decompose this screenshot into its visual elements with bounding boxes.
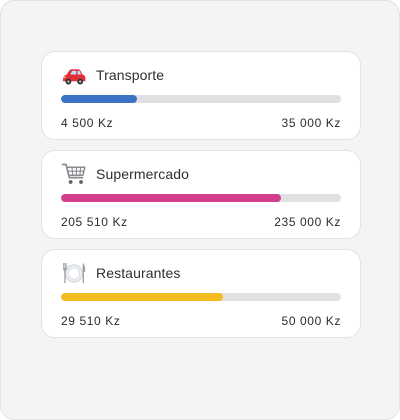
progress-track <box>61 194 341 202</box>
progress-track <box>61 293 341 301</box>
card-header: Restaurantes <box>61 260 180 286</box>
shopping-cart-icon <box>61 163 86 184</box>
spent-amount: 29 510 Kz <box>61 314 121 328</box>
budget-list: Transporte 4 500 Kz 35 000 Kz <box>41 51 361 348</box>
budget-limit: 35 000 Kz <box>281 116 341 130</box>
budget-limit: 235 000 Kz <box>274 215 341 229</box>
budget-limit: 50 000 Kz <box>281 314 341 328</box>
progress-fill <box>61 95 137 103</box>
budget-card-transporte[interactable]: Transporte 4 500 Kz 35 000 Kz <box>41 51 361 140</box>
category-label: Supermercado <box>96 166 190 182</box>
progress-track <box>61 95 341 103</box>
car-icon <box>63 69 86 85</box>
category-label: Transporte <box>96 67 165 83</box>
category-label: Restaurantes <box>96 265 181 281</box>
budget-card-restaurantes[interactable]: Restaurantes 29 510 Kz 50 000 Kz <box>41 249 361 338</box>
card-header: Supermercado <box>61 161 189 187</box>
budget-card-supermercado[interactable]: Supermercado 205 510 Kz 235 000 Kz <box>41 150 361 239</box>
plate-cutlery-icon <box>63 263 86 283</box>
card-header: Transporte <box>61 62 164 88</box>
spent-amount: 205 510 Kz <box>61 215 128 229</box>
progress-fill <box>61 194 281 202</box>
spent-amount: 4 500 Kz <box>61 116 114 130</box>
progress-fill <box>61 293 224 301</box>
